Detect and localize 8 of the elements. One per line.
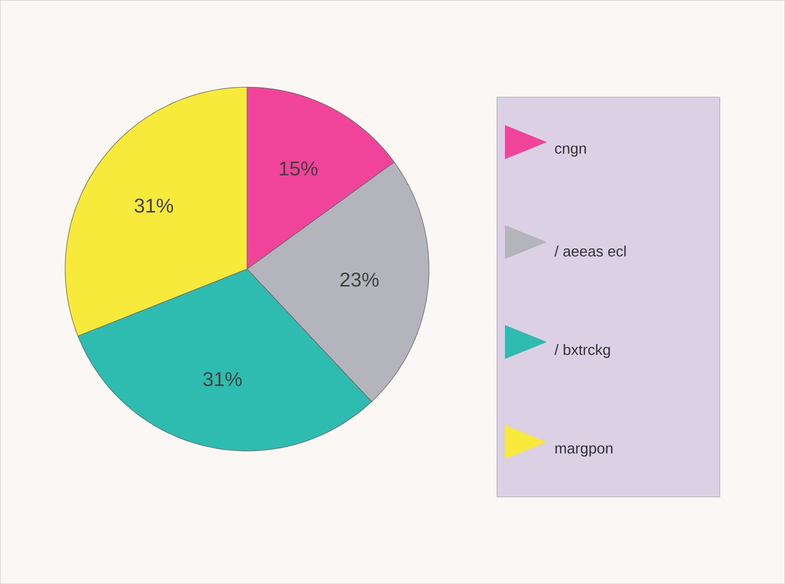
data-label: 23% [340,272,379,287]
legend-label: margpon [555,445,612,456]
data-label: 31% [134,198,174,213]
legend-label: / aeeas ecl [554,246,626,256]
data-label: 15% [280,162,318,176]
legend-label: / bxtrckg [554,344,610,358]
data-label: 31% [203,372,242,386]
legend-label: cngn [555,146,586,157]
